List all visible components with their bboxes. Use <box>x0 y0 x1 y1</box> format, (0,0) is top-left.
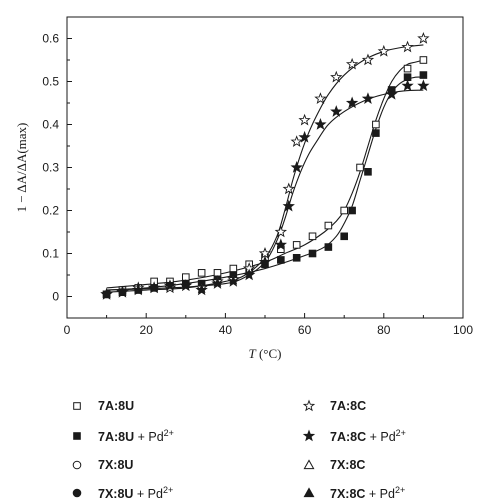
y-tick-label: 0.6 <box>42 32 59 46</box>
data-point <box>330 105 343 117</box>
x-tick-label: 100 <box>453 323 473 337</box>
data-point <box>385 87 398 100</box>
data-point <box>403 64 412 73</box>
data-point <box>116 285 129 298</box>
y-tick-label: 0.4 <box>42 118 59 132</box>
data-point <box>314 92 327 104</box>
data-point <box>282 182 295 195</box>
data-point <box>227 274 240 287</box>
y-axis-label: 1 − ΔA/ΔA(max) <box>14 123 29 213</box>
data-point <box>324 221 333 230</box>
data-point <box>229 264 238 273</box>
data-point <box>308 232 317 241</box>
data-point <box>417 79 430 92</box>
data-point <box>298 113 311 126</box>
data-point <box>401 40 414 53</box>
x-tick-label: 0 <box>64 323 71 337</box>
data-point <box>100 287 113 300</box>
data-point <box>372 129 380 137</box>
data-point <box>308 249 317 258</box>
data-point <box>419 56 428 64</box>
x-tick-label: 20 <box>140 323 154 337</box>
data-point <box>340 206 348 215</box>
x-axis-label: T (°C) <box>248 346 281 361</box>
data-point <box>292 254 301 262</box>
y-tick-label: 0.5 <box>42 75 59 89</box>
data-point <box>242 268 256 281</box>
data-point <box>314 118 327 130</box>
data-point <box>324 243 333 251</box>
data-point <box>330 70 343 83</box>
data-point <box>377 44 390 57</box>
data-point <box>292 241 301 249</box>
data-point <box>348 206 356 215</box>
data-point <box>163 279 177 291</box>
data-point <box>147 281 161 294</box>
plot-area: 0 20 40 60 80 100 0 0.1 0.2 0.3 0.4 0.5 0.6 T (°C) 1 −… <box>14 16 473 361</box>
data-point <box>195 283 208 296</box>
y-tick-label: 0 <box>52 290 59 304</box>
x-tick-label: 80 <box>377 323 391 337</box>
data-point <box>211 277 224 289</box>
data-point <box>361 53 375 66</box>
data-point <box>361 92 375 104</box>
data-point <box>372 120 380 129</box>
data-point <box>340 232 348 241</box>
data-point <box>277 256 285 264</box>
data-point <box>258 255 272 268</box>
y-tick-label: 0.1 <box>42 247 59 261</box>
data-point <box>282 199 295 212</box>
x-tick-label: 40 <box>219 323 233 337</box>
data-point <box>419 71 428 79</box>
data-point <box>417 32 430 44</box>
data-point <box>364 168 372 176</box>
data-point <box>298 130 311 143</box>
fit-curve-1 <box>106 59 424 289</box>
data-point <box>197 269 206 277</box>
data-point <box>401 79 414 92</box>
data-point <box>132 283 145 296</box>
data-point <box>274 238 288 251</box>
y-tick-label: 0.3 <box>42 161 59 175</box>
data-point <box>345 57 359 70</box>
data-point <box>290 161 303 173</box>
data-point <box>345 96 359 109</box>
data-point <box>356 163 364 172</box>
plot-frame <box>66 16 464 319</box>
data-point <box>179 279 192 291</box>
fit-curve-2 <box>106 76 424 291</box>
data-point <box>290 135 303 147</box>
x-tick-label: 60 <box>298 323 312 337</box>
data-point <box>274 225 288 238</box>
series-4-points <box>100 79 430 300</box>
y-tick-label: 0.2 <box>42 204 59 218</box>
